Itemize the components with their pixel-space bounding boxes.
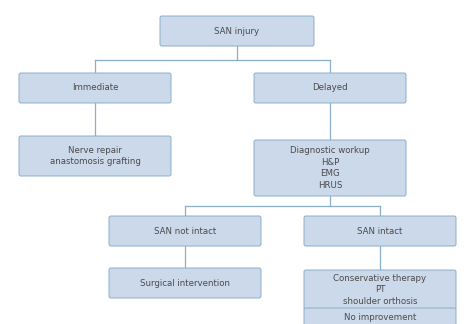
- Text: Delayed: Delayed: [312, 84, 348, 92]
- FancyBboxPatch shape: [304, 270, 456, 310]
- Text: Diagnostic workup
H&P
EMG
HRUS: Diagnostic workup H&P EMG HRUS: [290, 146, 370, 190]
- Text: SAN intact: SAN intact: [357, 226, 403, 236]
- FancyBboxPatch shape: [160, 16, 314, 46]
- Text: No improvement
surgical intervention: No improvement surgical intervention: [336, 313, 425, 324]
- Text: SAN injury: SAN injury: [214, 27, 260, 36]
- FancyBboxPatch shape: [304, 308, 456, 324]
- Text: Nerve repair
anastomosis grafting: Nerve repair anastomosis grafting: [50, 145, 140, 167]
- FancyBboxPatch shape: [254, 73, 406, 103]
- Text: Conservative therapy
PT
shoulder orthosis: Conservative therapy PT shoulder orthosi…: [333, 274, 427, 306]
- FancyBboxPatch shape: [19, 136, 171, 176]
- FancyBboxPatch shape: [304, 216, 456, 246]
- FancyBboxPatch shape: [109, 216, 261, 246]
- Text: SAN not intact: SAN not intact: [154, 226, 216, 236]
- Text: Immediate: Immediate: [72, 84, 118, 92]
- FancyBboxPatch shape: [19, 73, 171, 103]
- FancyBboxPatch shape: [109, 268, 261, 298]
- FancyBboxPatch shape: [254, 140, 406, 196]
- Text: Surgical intervention: Surgical intervention: [140, 279, 230, 287]
